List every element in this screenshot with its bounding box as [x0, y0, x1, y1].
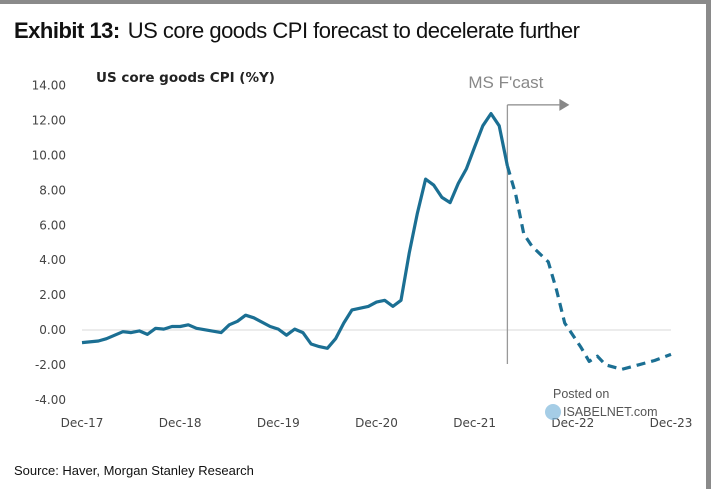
x-tick-label: Dec-20 [355, 416, 398, 430]
y-tick-label: 10.00 [32, 149, 66, 163]
x-tick-label: Dec-21 [453, 416, 496, 430]
title-text: US core goods CPI forecast to decelerate… [127, 18, 580, 43]
x-tick-label: Dec-22 [551, 416, 594, 430]
forecast-arrowhead-icon [559, 98, 570, 111]
watermark-posted-on: Posted on [553, 387, 609, 401]
y-tick-label: -2.00 [35, 358, 66, 372]
y-tick-label: 4.00 [39, 253, 66, 267]
exhibit-title: Exhibit 13: US core goods CPI forecast to… [14, 18, 580, 44]
y-axis-label: US core goods CPI (%Y) [96, 70, 275, 86]
y-tick-label: 12.00 [32, 114, 66, 128]
forecast-label: MS F'cast [468, 73, 543, 92]
watermark-globe-icon [545, 404, 561, 420]
x-tick-label: Dec-23 [650, 416, 693, 430]
watermark-site: ISABELNET.com [563, 405, 657, 419]
exhibit-number: Exhibit 13: [14, 18, 120, 43]
x-tick-label: Dec-19 [257, 416, 300, 430]
forecast-series-line [505, 165, 672, 371]
y-tick-label: 6.00 [39, 218, 66, 232]
x-tick-label: Dec-17 [61, 416, 104, 430]
y-tick-label: 8.00 [39, 183, 66, 197]
x-tick-label: Dec-18 [159, 416, 202, 430]
source-note: Source: Haver, Morgan Stanley Research [14, 463, 254, 478]
actual-series-line [81, 111, 509, 350]
y-tick-label: 0.00 [39, 323, 66, 337]
y-tick-label: 2.00 [39, 288, 66, 302]
y-tick-label: -4.00 [35, 393, 66, 407]
y-tick-label: 14.00 [32, 79, 66, 93]
